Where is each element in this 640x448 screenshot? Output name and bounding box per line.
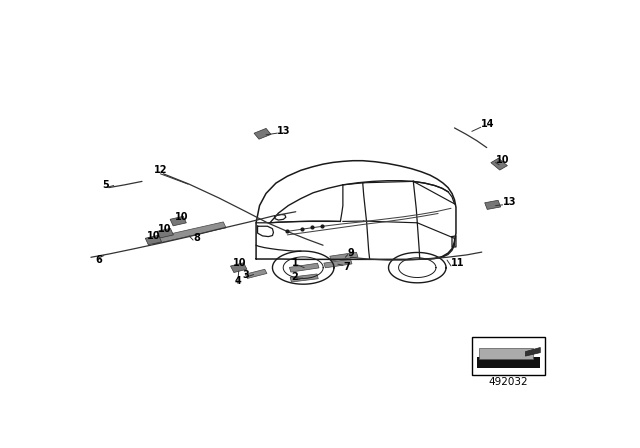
Bar xyxy=(145,235,161,245)
Text: 10: 10 xyxy=(175,212,189,222)
Bar xyxy=(157,228,173,238)
Text: 14: 14 xyxy=(481,120,494,129)
Text: 12: 12 xyxy=(154,165,167,175)
Text: 4: 4 xyxy=(234,276,241,286)
Text: 10: 10 xyxy=(147,231,161,241)
Bar xyxy=(289,263,319,272)
Text: 7: 7 xyxy=(343,262,349,272)
Bar xyxy=(484,200,500,209)
Bar xyxy=(170,216,186,226)
Text: 8: 8 xyxy=(193,233,200,243)
Bar xyxy=(254,129,271,139)
Text: 11: 11 xyxy=(451,258,465,268)
Bar xyxy=(491,158,508,170)
Bar xyxy=(290,274,318,282)
Bar xyxy=(245,269,267,278)
Text: 13: 13 xyxy=(277,126,291,136)
Polygon shape xyxy=(525,348,540,356)
Bar xyxy=(472,337,545,375)
Bar xyxy=(324,259,352,268)
Bar xyxy=(479,348,533,359)
Bar xyxy=(230,263,247,272)
Bar xyxy=(150,222,226,244)
Text: 10: 10 xyxy=(233,258,246,268)
Text: 10: 10 xyxy=(158,224,172,234)
Text: 10: 10 xyxy=(495,155,509,165)
Bar xyxy=(477,357,540,368)
Text: 9: 9 xyxy=(348,248,355,258)
Bar xyxy=(330,252,358,261)
Text: 5: 5 xyxy=(102,180,109,190)
Text: 1: 1 xyxy=(291,258,298,268)
Text: 2: 2 xyxy=(291,272,298,282)
Text: 13: 13 xyxy=(502,197,516,207)
Text: 492032: 492032 xyxy=(489,377,529,387)
Text: 6: 6 xyxy=(95,255,102,265)
Text: 3: 3 xyxy=(242,270,249,280)
